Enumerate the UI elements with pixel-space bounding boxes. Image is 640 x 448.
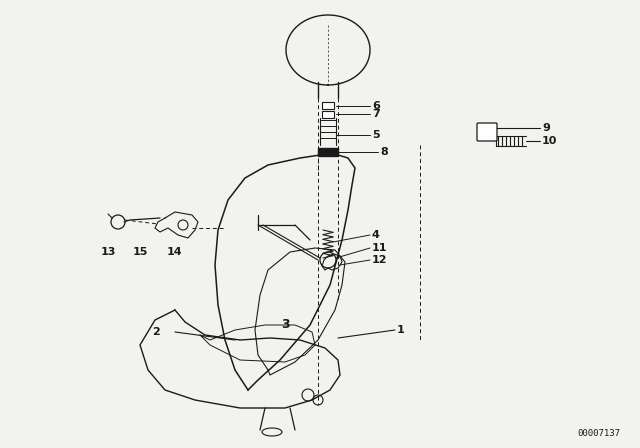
Text: 3: 3 bbox=[281, 319, 289, 332]
Text: 14: 14 bbox=[167, 247, 183, 257]
Bar bbox=[318, 148, 338, 156]
Text: 9: 9 bbox=[542, 123, 550, 133]
Text: 4: 4 bbox=[372, 230, 380, 240]
Text: 13: 13 bbox=[100, 247, 116, 257]
FancyBboxPatch shape bbox=[322, 102, 334, 109]
FancyBboxPatch shape bbox=[322, 111, 334, 118]
Text: 11: 11 bbox=[372, 243, 387, 253]
Text: 2: 2 bbox=[152, 327, 160, 337]
Text: 5: 5 bbox=[372, 130, 380, 140]
Text: 1: 1 bbox=[397, 325, 404, 335]
FancyBboxPatch shape bbox=[477, 123, 497, 141]
Text: 00007137: 00007137 bbox=[577, 429, 620, 438]
Text: 10: 10 bbox=[542, 136, 557, 146]
Text: 6: 6 bbox=[372, 101, 380, 111]
Text: 15: 15 bbox=[132, 247, 148, 257]
Text: 8: 8 bbox=[380, 147, 388, 157]
Text: 7: 7 bbox=[372, 109, 380, 119]
Text: 12: 12 bbox=[372, 255, 387, 265]
